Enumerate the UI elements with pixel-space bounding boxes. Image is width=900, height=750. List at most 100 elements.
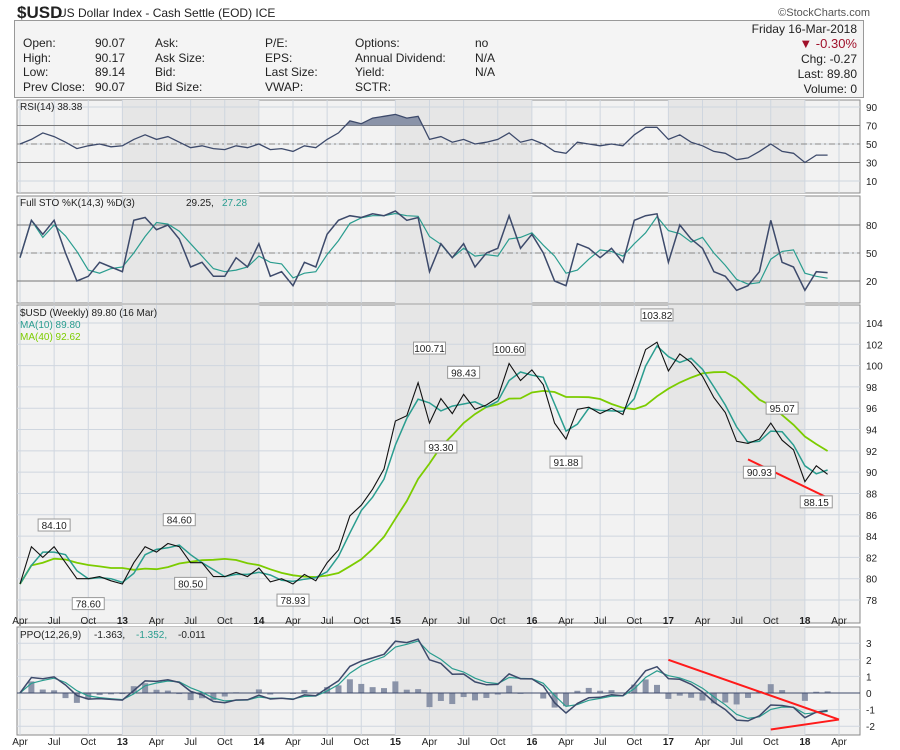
price-annotation: 91.88 bbox=[553, 458, 578, 469]
ppo-histogram-bar bbox=[119, 693, 126, 695]
x-axis-label: Oct bbox=[80, 616, 96, 627]
price-line bbox=[19, 341, 828, 585]
price-tick: 78 bbox=[866, 596, 878, 607]
ppo-histogram-bar bbox=[710, 693, 717, 704]
ppo-histogram-bar bbox=[745, 693, 751, 698]
price-legend: $USD (Weekly) 89.80 (16 Mar) bbox=[20, 308, 157, 319]
x-axis-label: 14 bbox=[253, 616, 265, 627]
ppo-tick: -2 bbox=[866, 722, 875, 733]
ppo-histogram-bar bbox=[483, 693, 490, 698]
x-axis-label: Oct bbox=[490, 616, 506, 627]
sto-tick: 80 bbox=[866, 221, 878, 232]
ppo-histogram-bar bbox=[563, 693, 569, 707]
ppo-histogram-bar bbox=[187, 693, 194, 701]
x-axis-label: 13 bbox=[117, 737, 129, 748]
x-axis-label: Jul bbox=[457, 616, 470, 627]
ppo-histogram-bar bbox=[688, 693, 695, 698]
price-annotation-box bbox=[162, 513, 196, 527]
change: Chg: -0.27 bbox=[800, 52, 857, 66]
ppo-signal-value: -1.352, bbox=[136, 630, 167, 641]
ppo-tick: 3 bbox=[866, 639, 872, 650]
price-annotation-box bbox=[799, 495, 833, 509]
price-tick: 96 bbox=[866, 404, 878, 415]
ppo-tick: 0 bbox=[866, 689, 872, 700]
price-tick: 86 bbox=[866, 511, 878, 522]
ppo-histogram-bar bbox=[73, 693, 80, 703]
ma40-legend: MA(40) 92.62 bbox=[20, 332, 81, 343]
ma10-legend: MA(10) 89.80 bbox=[20, 320, 81, 331]
x-axis-label: Apr bbox=[149, 737, 165, 748]
quote-field: SCTR: bbox=[355, 79, 391, 94]
price-annotation: 80.50 bbox=[178, 579, 203, 590]
x-axis-label: Jul bbox=[48, 616, 61, 627]
price-annotation-box bbox=[742, 465, 776, 479]
ppo-histogram-bar bbox=[255, 689, 262, 693]
ppo-histogram-bar bbox=[176, 693, 183, 695]
price-annotation: 90.93 bbox=[747, 468, 772, 479]
x-axis-label: Apr bbox=[831, 737, 847, 748]
x-axis-label: 15 bbox=[390, 616, 402, 627]
ppo-line bbox=[19, 638, 828, 722]
quote-field: VWAP: bbox=[265, 79, 304, 94]
symbol: $USD bbox=[17, 3, 63, 22]
quote-field: High: bbox=[23, 50, 52, 65]
quote-field: Bid: bbox=[155, 65, 176, 79]
x-axis-label: Apr bbox=[149, 616, 165, 627]
ppo-histogram-bar bbox=[585, 687, 592, 693]
rsi-tick: 30 bbox=[866, 159, 878, 170]
x-axis-label: Oct bbox=[626, 616, 642, 627]
ppo-histogram-bar bbox=[108, 693, 114, 695]
sto-legend: Full STO %K(14,3) %D(3) bbox=[20, 198, 135, 209]
x-axis-label: Jul bbox=[730, 616, 743, 627]
ppo-histogram-bar bbox=[540, 693, 547, 699]
ppo-tick: 2 bbox=[866, 656, 872, 667]
brand-logo: ©StockCharts.com bbox=[778, 7, 870, 19]
ppo-legend: PPO(12,26,9) bbox=[20, 630, 81, 641]
ppo-histogram-bar bbox=[506, 685, 513, 693]
ppo-histogram-bar bbox=[449, 693, 456, 705]
rsi-tick: 50 bbox=[866, 140, 878, 151]
ppo-histogram-bar bbox=[813, 691, 820, 693]
ppo-histogram-bar bbox=[392, 681, 399, 693]
quote-field: Ask Size: bbox=[155, 50, 206, 65]
ppo-histogram-bar bbox=[324, 687, 331, 693]
price-annotation-box bbox=[492, 342, 526, 356]
x-axis-label: Apr bbox=[12, 616, 28, 627]
quote-field: 90.17 bbox=[95, 50, 126, 65]
ppo-trendline bbox=[668, 658, 840, 721]
ppo-histogram-bar bbox=[403, 689, 410, 693]
ppo-histogram-bar bbox=[96, 693, 103, 695]
ppo-histogram-bar bbox=[801, 693, 808, 701]
quote-field: EPS: bbox=[265, 50, 293, 65]
x-axis-label: Oct bbox=[490, 737, 506, 748]
price-annotation-box bbox=[765, 401, 799, 415]
quote-field: N/A bbox=[475, 50, 496, 65]
x-axis-label: Apr bbox=[422, 616, 438, 627]
ppo-histogram-bar bbox=[426, 693, 433, 708]
x-axis-label: Apr bbox=[12, 737, 28, 748]
ppo-histogram-bar bbox=[358, 683, 365, 693]
price-tick: 84 bbox=[866, 532, 878, 543]
price-tick: 88 bbox=[866, 489, 878, 500]
x-axis-label: 17 bbox=[663, 737, 675, 748]
quote-field: Options: bbox=[355, 36, 400, 50]
price-annotation-box bbox=[424, 440, 458, 454]
volume: Volume: 0 bbox=[803, 82, 857, 96]
x-axis-label: Apr bbox=[695, 616, 711, 627]
x-axis-label: 13 bbox=[117, 616, 129, 627]
price-tick: 104 bbox=[866, 319, 883, 330]
x-axis-label: Jul bbox=[321, 616, 334, 627]
ppo-histogram-bar bbox=[39, 689, 46, 693]
price-tick: 92 bbox=[866, 447, 878, 458]
x-axis-label: Apr bbox=[285, 616, 301, 627]
sto-k-line bbox=[19, 210, 828, 292]
quote-date: Friday 16-Mar-2018 bbox=[751, 22, 857, 36]
ppo-trendline bbox=[770, 718, 840, 731]
ppo-histogram-bar bbox=[551, 693, 558, 708]
ppo-histogram-bar bbox=[767, 684, 774, 693]
ppo-tick: -1 bbox=[866, 706, 875, 717]
price-annotation: 103.82 bbox=[642, 311, 673, 322]
x-axis-label: 16 bbox=[526, 737, 538, 748]
ppo-histogram-bar bbox=[472, 693, 478, 701]
